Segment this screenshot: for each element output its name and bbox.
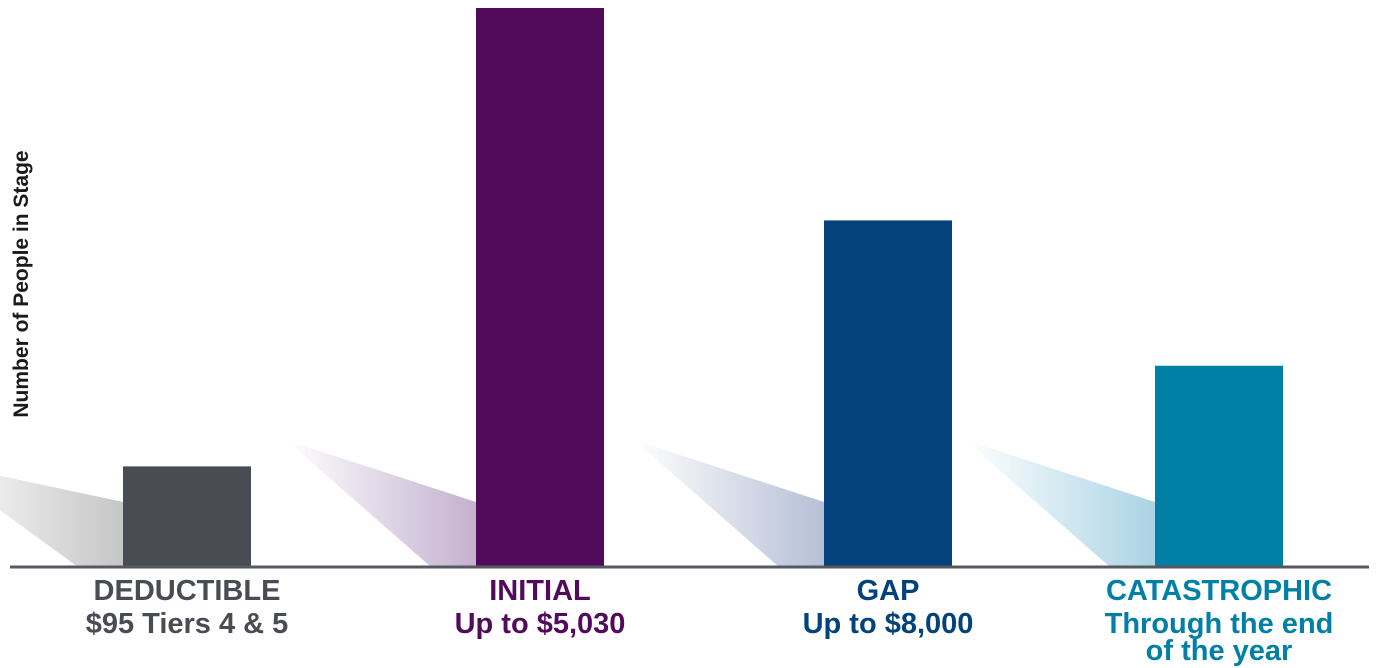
bar-shadow [634,440,824,567]
x-tick-sublabel: Through the end [1105,608,1334,640]
bar-catastrophic [1155,365,1283,567]
x-tick-sublabel: $95 Tiers 4 & 5 [86,608,289,640]
y-axis-label: Number of People in Stage [10,150,33,417]
x-tick-sublabel: Up to $8,000 [803,608,974,640]
bar-shadow [286,440,476,567]
bar-initial [476,8,604,567]
bar-shadow [0,475,123,567]
bar-shadows [0,440,1155,567]
bar-gap [824,220,952,568]
x-tick-sublabel: Up to $5,030 [455,608,626,640]
x-tick-label: DEDUCTIBLE [94,575,281,607]
x-tick-label: GAP [857,575,920,607]
bar-deductible [123,466,251,567]
x-tick-label: CATASTROPHIC [1106,575,1332,607]
x-tick-sublabel: of the year [1146,635,1293,667]
x-tick-label: INITIAL [489,575,591,607]
bars [123,8,1283,568]
bar-shadow [965,440,1155,567]
